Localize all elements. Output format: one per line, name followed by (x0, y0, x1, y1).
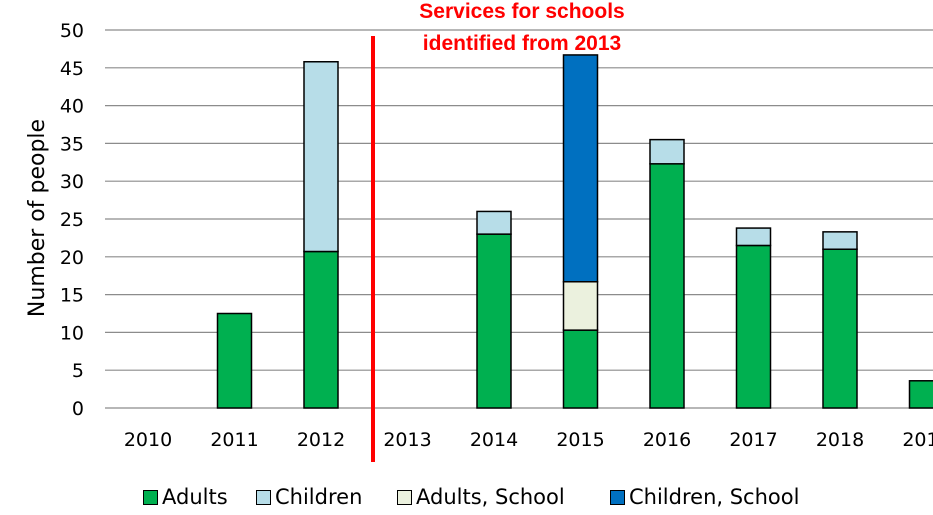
legend: Adults Children Adults, School Children,… (0, 480, 933, 514)
y-tick-label: 45 (60, 58, 84, 80)
legend-label-adults: Adults (162, 485, 228, 509)
bar-2018-adults (822, 248, 858, 409)
bar-2017-adults (735, 244, 772, 409)
x-tick-label: 2017 (729, 429, 777, 451)
bar-2015-adults (562, 329, 599, 409)
x-tick-label: 2013 (383, 429, 431, 451)
legend-item-adults-school: Adults, School (397, 480, 565, 514)
x-tick-label: 2011 (210, 429, 258, 451)
bar-2019-adults (908, 380, 933, 409)
legend-item-children: Children (256, 480, 362, 514)
legend-label-children: Children (275, 485, 363, 509)
legend-swatch-children-school (610, 489, 625, 505)
legend-swatch-adults (143, 489, 158, 505)
x-tick-label: 2012 (297, 429, 345, 451)
y-axis-tick-labels: 0 5 10 15 20 25 30 35 40 45 50 (60, 20, 84, 420)
bar-2016-adults (649, 163, 685, 409)
bar-2012-children (303, 61, 339, 253)
x-tick-label: 2016 (643, 429, 691, 451)
annotation-line-1: Services for schools (419, 0, 624, 23)
x-tick-label: 2015 (556, 429, 604, 451)
bar-2017-children (735, 227, 772, 247)
bar-2015-adults-school (562, 280, 599, 331)
bar-2016-children (649, 138, 685, 165)
legend-item-adults: Adults (143, 480, 228, 514)
x-axis-tick-labels: 2010 2011 2012 2013 2014 2015 2016 2017 2018 2019 (124, 429, 933, 451)
y-tick-label: 25 (60, 209, 84, 231)
y-tick-label: 10 (60, 322, 84, 344)
y-axis-title: Number of people (25, 119, 50, 317)
x-tick-label: 2019 (902, 429, 933, 451)
bars (216, 54, 933, 409)
legend-label-adults-school: Adults, School (416, 485, 565, 509)
legend-item-children-school: Children, School (610, 480, 799, 514)
y-tick-label: 5 (72, 360, 84, 382)
y-tick-label: 0 (72, 398, 84, 420)
bar-2014-adults (476, 233, 512, 409)
x-tick-label: 2018 (816, 429, 864, 451)
x-tick-label: 2010 (124, 429, 172, 451)
bar-2011-adults (216, 312, 253, 409)
annotation-line-2: identified from 2013 (423, 32, 621, 55)
bar-2018-children (822, 231, 858, 250)
bar-2015-children-school (562, 54, 599, 283)
bar-2012-adults (303, 250, 339, 409)
legend-swatch-children (256, 489, 271, 505)
legend-swatch-adults-school (397, 489, 412, 505)
y-tick-label: 35 (60, 133, 84, 155)
y-tick-label: 40 (60, 96, 84, 118)
legend-label-children-school: Children, School (629, 485, 800, 509)
bar-2014-children (476, 210, 512, 235)
y-tick-label: 15 (60, 285, 84, 307)
x-tick-label: 2014 (470, 429, 518, 451)
y-tick-label: 30 (60, 171, 84, 193)
y-tick-label: 50 (60, 20, 84, 42)
y-tick-label: 20 (60, 247, 84, 269)
